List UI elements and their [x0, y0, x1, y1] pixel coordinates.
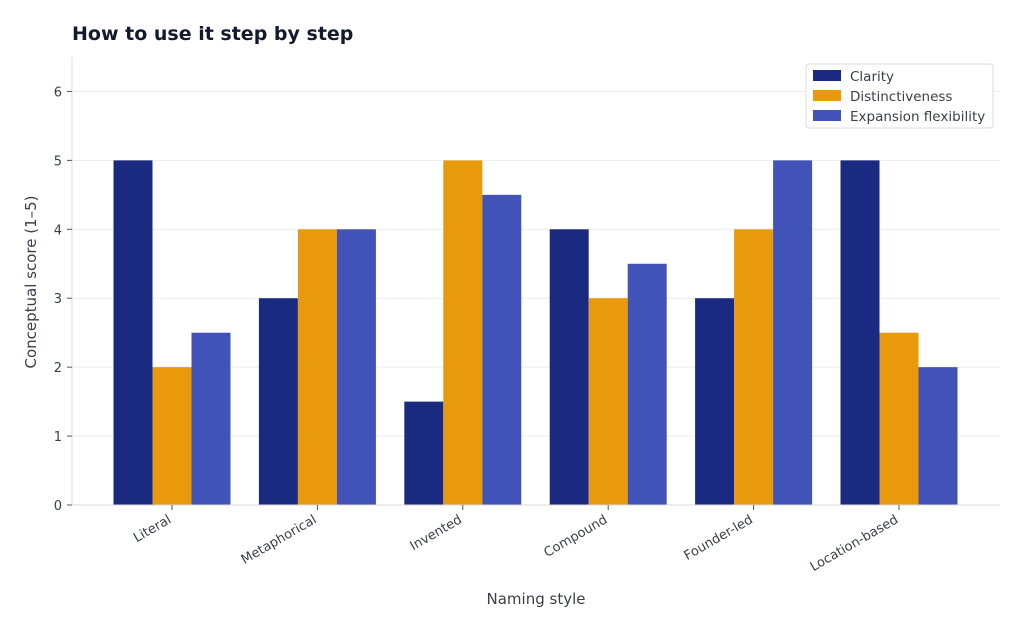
bar-clarity: [258, 298, 298, 505]
x-axis-label: Naming style: [487, 590, 586, 608]
legend-label: Distinctiveness: [850, 89, 952, 105]
bar-expansion-flexibility: [191, 332, 231, 505]
bars: [113, 160, 958, 506]
y-tick-label: 2: [54, 361, 62, 376]
y-tick-label: 5: [54, 154, 62, 169]
legend-swatch: [813, 70, 841, 81]
bar-expansion-flexibility: [773, 160, 813, 505]
legend-label: Clarity: [850, 69, 894, 85]
bar-distinctiveness: [443, 160, 483, 505]
y-tick-label: 1: [54, 430, 62, 445]
bar-clarity: [404, 401, 444, 505]
bar-expansion-flexibility: [627, 263, 667, 505]
x-tick-label: Metaphorical: [239, 512, 320, 567]
bar-distinctiveness: [588, 298, 628, 505]
legend-box: [805, 63, 994, 129]
y-tick-label: 6: [54, 85, 62, 100]
bar-clarity: [549, 229, 589, 506]
bar-expansion-flexibility: [482, 194, 522, 505]
chart-title: How to use it step by step: [72, 23, 353, 45]
legend: Clarity Distinctiveness Expansion flexibil…: [805, 63, 994, 129]
x-tick-label: Invented: [408, 512, 465, 554]
bar-expansion-flexibility: [918, 367, 958, 505]
bar-expansion-flexibility: [336, 229, 376, 506]
bar-clarity: [840, 160, 880, 505]
bar-distinctiveness: [879, 332, 919, 505]
x-tick-label: Literal: [131, 512, 174, 545]
y-tick-label: 4: [54, 223, 62, 238]
y-tick-label: 3: [54, 292, 62, 307]
legend-swatch: [813, 90, 841, 101]
legend-label: Expansion flexibility: [850, 109, 985, 125]
bar-distinctiveness: [152, 367, 192, 505]
bar-distinctiveness: [734, 229, 774, 506]
legend-swatch: [813, 110, 841, 121]
bar-clarity: [695, 298, 735, 505]
y-axis-label: Conceptual score (1–5): [22, 195, 40, 368]
x-tick-label: Location-based: [808, 512, 901, 574]
y-tick-label: 0: [54, 499, 62, 514]
x-tick-label: Founder-led: [682, 512, 756, 563]
bar-distinctiveness: [297, 229, 337, 506]
bar-clarity: [113, 160, 153, 505]
x-tick-label: Compound: [542, 512, 611, 560]
